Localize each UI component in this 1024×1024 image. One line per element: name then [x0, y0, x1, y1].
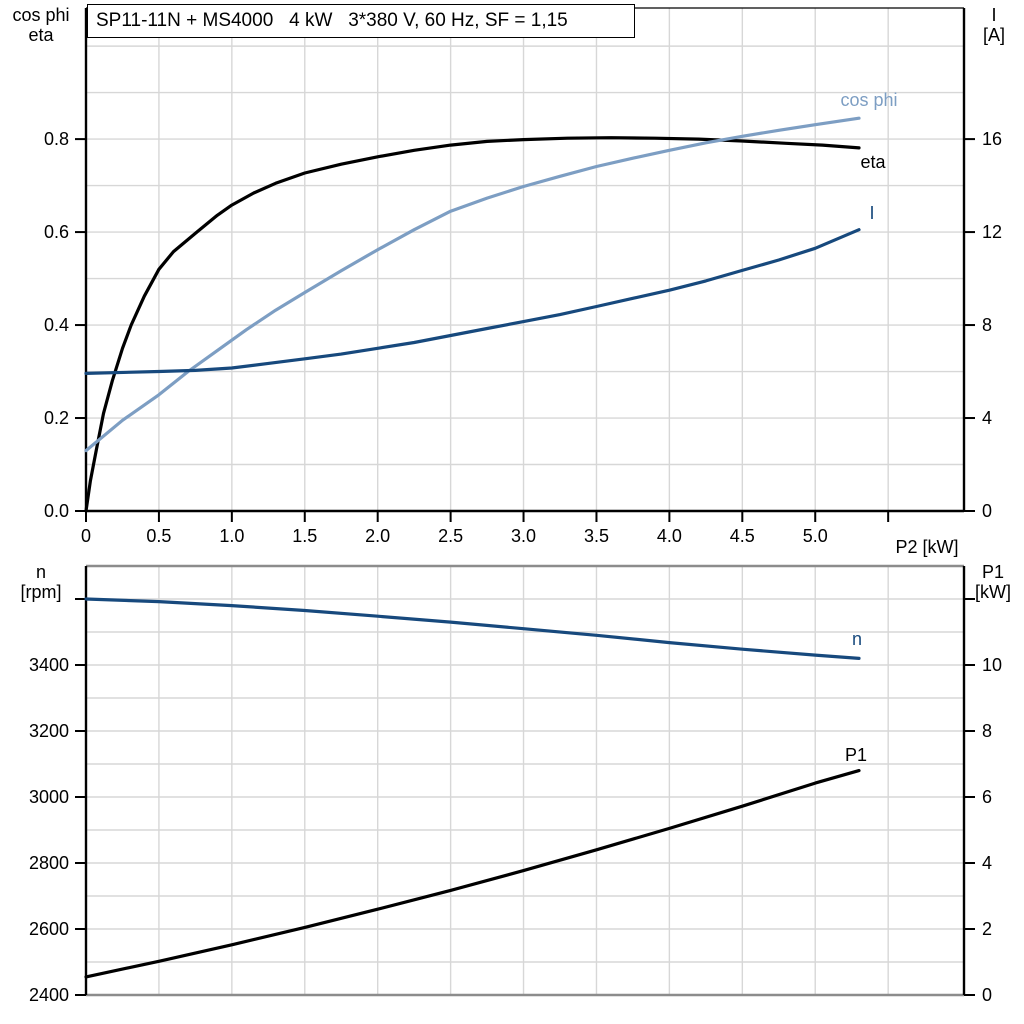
y-right-tick-label: 8 [982, 721, 992, 741]
x-axis-title-text: P2 [kW] [895, 537, 959, 557]
x-tick-label: 2.5 [438, 526, 463, 546]
curve-label-current: I [869, 203, 875, 223]
axis-title-current: I [991, 5, 997, 25]
y-right-tick-label: 6 [982, 787, 992, 807]
x-tick-label: 4.0 [657, 526, 682, 546]
y-left-tick-label: 2800 [29, 853, 69, 873]
axis-title-speed-unit: [rpm] [20, 582, 62, 602]
series-line-n [84, 597, 861, 661]
top-right-axis-title: I [A] [966, 5, 1022, 45]
x-tick-label: 1.0 [219, 526, 244, 546]
x-axis-title: P2 [kW] [862, 517, 972, 577]
bottom-right-axis-title: P1 [kW] [962, 562, 1024, 602]
y-left-tick-label: 0.8 [44, 129, 69, 149]
y-left-tick-label: 3000 [29, 787, 69, 807]
bottom-left-axis-title: n [rpm] [0, 562, 82, 602]
chart-title-box: SP11-11N + MS4000 4 kW 3*380 V, 60 Hz, S… [87, 4, 635, 38]
y-right-tick-label: 16 [982, 129, 1002, 149]
x-tick-label: 5.0 [803, 526, 828, 546]
chart-title: SP11-11N + MS4000 4 kW 3*380 V, 60 Hz, S… [96, 10, 568, 31]
curve-label-cos-phi: cos phi [840, 90, 898, 110]
series-line-cos-phi [84, 116, 861, 453]
y-right-tick-label: 12 [982, 222, 1002, 242]
y-left-tick-label: 3400 [29, 655, 69, 675]
y-right-tick-label: 4 [982, 408, 992, 428]
x-tick-label: 2.0 [365, 526, 390, 546]
y-left-tick-label: 0.4 [44, 315, 69, 335]
x-tick-label: 0.5 [146, 526, 171, 546]
y-right-tick-label: 8 [982, 315, 992, 335]
x-tick-label: 3.0 [511, 526, 536, 546]
axis-title-cos-phi: cos phi [12, 5, 70, 25]
curve-label-p1: P1 [844, 745, 868, 765]
y-left-tick-label: 0.6 [44, 222, 69, 242]
x-tick-label: 0 [81, 526, 91, 546]
series-line-eta [84, 136, 861, 513]
series-line-p1 [84, 768, 861, 979]
y-right-tick-label: 2 [982, 919, 992, 939]
axis-title-p1: P1 [981, 562, 1005, 582]
axis-title-speed: n [35, 562, 46, 582]
series-line-i [84, 228, 861, 375]
y-left-tick-label: 2400 [29, 985, 69, 1005]
y-left-tick-label: 0.2 [44, 408, 69, 428]
axis-title-eta: eta [28, 25, 54, 45]
y-left-tick-label: 2600 [29, 919, 69, 939]
x-tick-label: 1.5 [292, 526, 317, 546]
axis-title-p1-unit: [kW] [975, 582, 1011, 602]
axis-title-current-unit: [A] [982, 25, 1005, 45]
y-right-tick-label: 10 [982, 655, 1002, 675]
curve-label-eta: eta [860, 152, 886, 172]
y-right-tick-label: 0 [982, 501, 992, 521]
y-left-tick-label: 3200 [29, 721, 69, 741]
x-tick-label: 3.5 [584, 526, 609, 546]
y-left-tick-label: 0.0 [44, 501, 69, 521]
y-right-tick-label: 4 [982, 853, 992, 873]
x-tick-label: 4.5 [730, 526, 755, 546]
top-left-axis-title: cos phi eta [0, 5, 82, 45]
curve-label-speed: n [851, 629, 862, 649]
y-right-tick-label: 0 [982, 985, 992, 1005]
